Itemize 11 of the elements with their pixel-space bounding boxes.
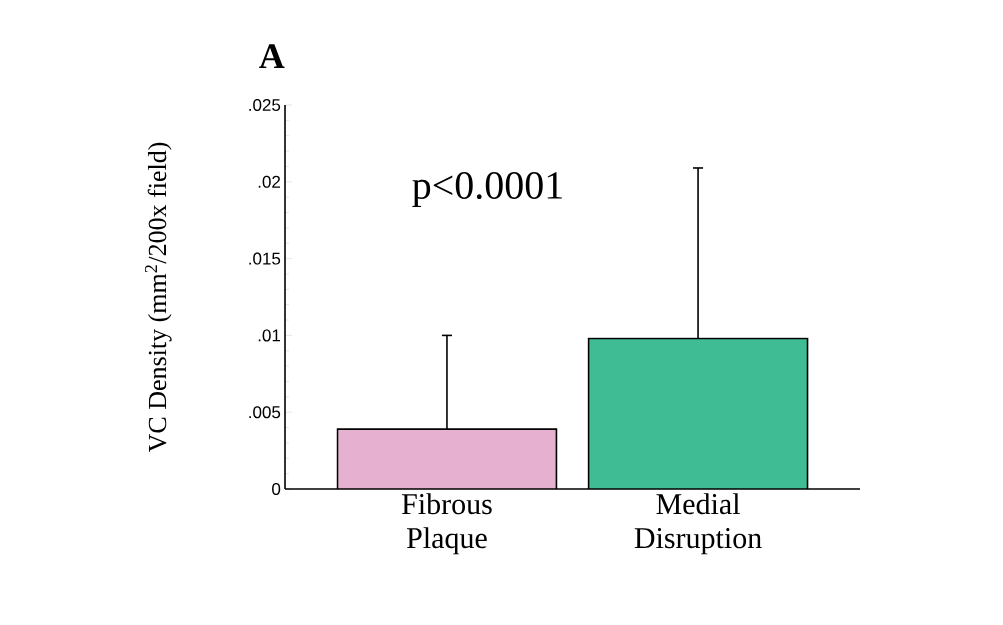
y-tick-label: .01 — [258, 329, 281, 342]
y-tick-label: .015 — [249, 252, 281, 265]
y-tick-label: .005 — [249, 406, 281, 419]
y-tick-label: 0 — [272, 482, 281, 496]
y-tick-label: .025 — [249, 98, 281, 112]
y-axis-title: VC Density (mm$^{2}$/200x field) — [144, 142, 172, 453]
chart-title: A — [259, 44, 285, 68]
annotation: p<0.0001 — [412, 171, 562, 208]
x-tick-label: Fibrous Plaque — [401, 493, 492, 555]
y-tick-label: .02 — [258, 175, 281, 188]
x-tick-label: Medial Disruption — [634, 493, 762, 555]
